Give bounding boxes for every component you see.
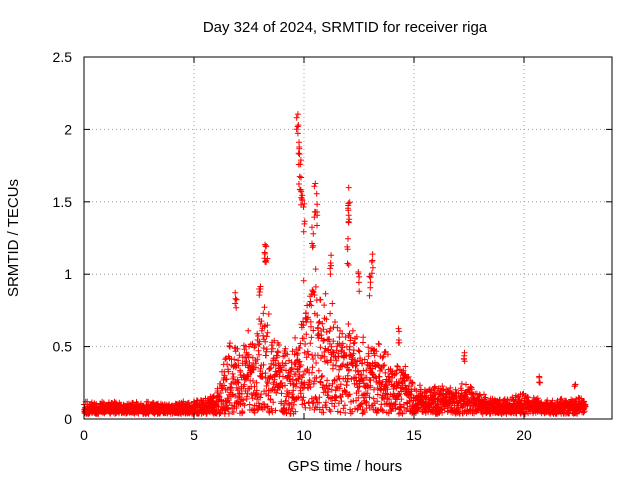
y-tick-label: 0	[64, 411, 72, 427]
y-tick-label: 1	[64, 266, 72, 282]
y-tick-label: 2.5	[53, 49, 73, 65]
axis-layer: 0 5 10 15 20 0 0.5 1 1.5 2 2.5	[53, 49, 613, 443]
x-axis-label: GPS time / hours	[288, 458, 402, 475]
y-tick-label: 1.5	[53, 194, 73, 210]
x-tick-label: 0	[80, 427, 88, 443]
plot-border	[83, 56, 613, 420]
x-tick-label: 5	[190, 427, 198, 443]
y-tick-label: 2	[64, 121, 72, 137]
x-tick-label: 20	[516, 427, 532, 443]
y-axis-label: SRMTID / TECUs	[5, 179, 22, 297]
x-tick-label: 15	[406, 427, 422, 443]
y-tick-label: 0.5	[53, 339, 73, 355]
chart-title: Day 324 of 2024, SRMTID for receiver rig…	[203, 19, 488, 36]
x-tick-label: 10	[296, 427, 312, 443]
